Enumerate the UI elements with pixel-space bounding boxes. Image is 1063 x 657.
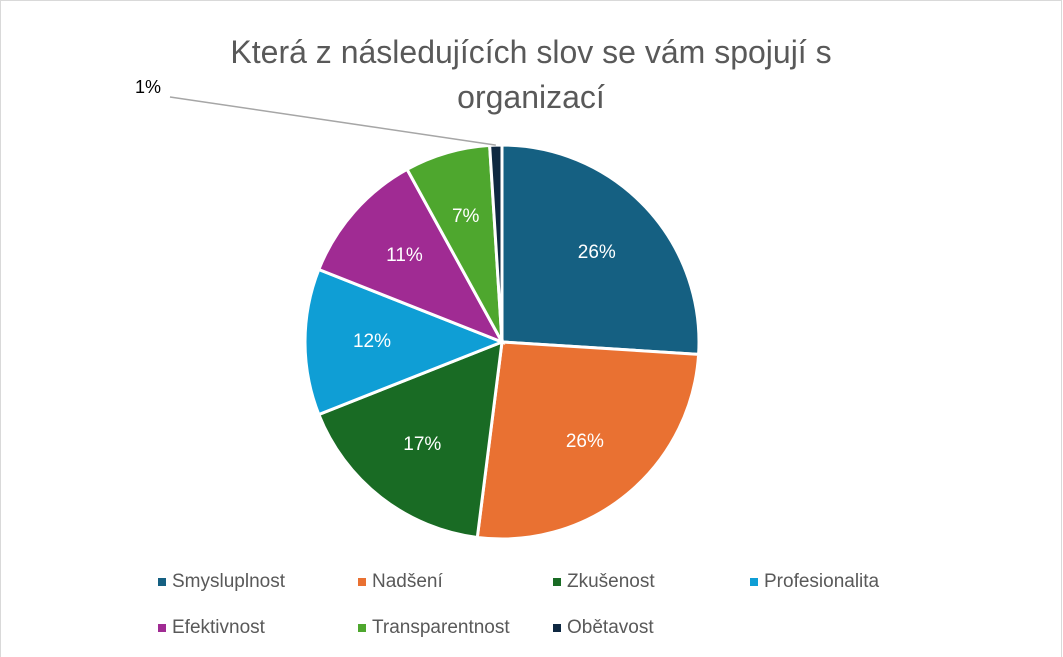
legend-label: Profesionalita xyxy=(764,571,880,592)
legend-label: Smysluplnost xyxy=(172,571,286,592)
data-label: 17% xyxy=(403,434,441,455)
legend-label: Zkušenost xyxy=(567,571,655,592)
data-label: 26% xyxy=(578,242,616,263)
legend-marker xyxy=(358,578,366,586)
legend-label: Nadšení xyxy=(372,571,443,592)
data-label: 26% xyxy=(566,431,604,452)
pie-slice xyxy=(316,339,504,540)
data-label: 12% xyxy=(353,331,391,352)
data-label: 7% xyxy=(452,206,480,227)
legend-marker xyxy=(158,578,166,586)
pie-slice xyxy=(500,143,701,356)
legend-label: Efektivnost xyxy=(172,617,266,638)
legend-label: Transparentnost xyxy=(372,617,510,638)
pie-slice xyxy=(303,267,507,417)
pie-slice xyxy=(316,167,506,345)
pie-slice xyxy=(475,340,701,541)
data-label: 1% xyxy=(135,77,161,97)
legend-marker xyxy=(358,624,366,632)
legend-marker xyxy=(158,624,166,632)
data-label: 11% xyxy=(386,245,423,266)
legend-marker xyxy=(553,624,561,632)
chart-title: Která z následujících slov se vám spojuj… xyxy=(230,34,831,115)
legend-label: Obětavost xyxy=(567,617,654,638)
leader-line xyxy=(169,96,496,146)
legend-marker xyxy=(553,578,561,586)
legend-marker xyxy=(750,578,758,586)
